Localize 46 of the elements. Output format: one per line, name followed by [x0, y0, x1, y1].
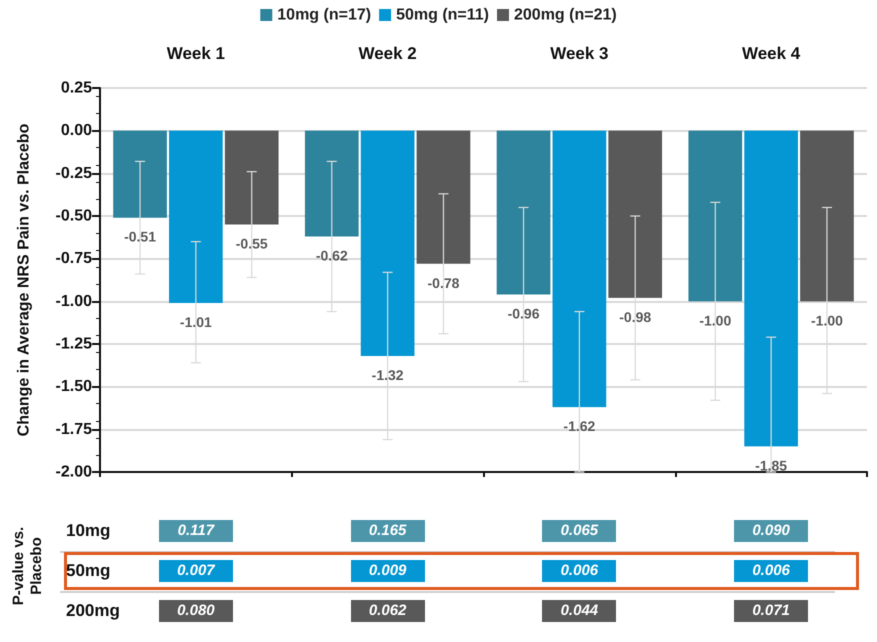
- y-axis-title: Change in Average NRS Pain vs. Placebo: [16, 123, 32, 436]
- y-tick-label: -1.50: [56, 378, 92, 396]
- text: 0.006: [734, 560, 808, 582]
- y-tick-label: 0.25: [60, 80, 92, 96]
- x-tick-label: Week 4: [742, 44, 801, 63]
- data-label: -0.55: [236, 236, 268, 252]
- y-tick-label: -2.00: [56, 464, 92, 480]
- y-tick-label: -0.75: [56, 250, 92, 268]
- y-tick-label: -1.75: [56, 420, 92, 438]
- y-tick-label: -0.25: [56, 164, 92, 182]
- text: 0.062: [350, 600, 425, 622]
- text: 0.165: [350, 520, 425, 542]
- data-label: -1.32: [372, 366, 404, 383]
- y-tick-label: -0.50: [56, 208, 92, 224]
- text: 0.006: [542, 560, 616, 582]
- text: 0.090: [734, 520, 808, 542]
- text: P-value vs. Placebo: [10, 526, 46, 608]
- legend-label: 200mg (n=21): [514, 6, 617, 24]
- x-tick-label: Week 3: [550, 44, 609, 63]
- x-tick-label: Week 1: [166, 44, 226, 63]
- legend-label: 50mg (n=11): [396, 6, 490, 24]
- y-tick-label: -1.25: [56, 336, 92, 352]
- y-tick-label: -1.00: [56, 292, 92, 310]
- data-label: -0.98: [619, 308, 652, 325]
- text: 0.009: [350, 560, 425, 582]
- text: 0.007: [158, 560, 233, 582]
- data-label: -1.01: [180, 314, 212, 330]
- text: 0.044: [542, 600, 616, 622]
- text: 50mg: [66, 561, 110, 581]
- text: 0.117: [158, 520, 233, 542]
- data-label: -0.96: [508, 306, 540, 322]
- text: 10mg: [66, 521, 110, 541]
- legend-label: 10mg (n=17): [277, 6, 372, 24]
- text: 0.065: [542, 520, 616, 542]
- x-tick-label: Week 2: [358, 44, 417, 63]
- data-label: -0.78: [428, 274, 460, 291]
- data-label: -0.62: [316, 247, 348, 264]
- text: 0.080: [158, 600, 233, 622]
- data-label: -0.51: [124, 228, 156, 245]
- data-label: -1.62: [563, 418, 596, 434]
- text: 0.071: [734, 600, 808, 622]
- data-label: -1.00: [699, 312, 732, 328]
- text: 200mg: [66, 601, 120, 621]
- data-label: -1.85: [755, 457, 788, 474]
- y-tick-label: 0.00: [60, 122, 92, 140]
- data-label: -1.00: [811, 312, 844, 328]
